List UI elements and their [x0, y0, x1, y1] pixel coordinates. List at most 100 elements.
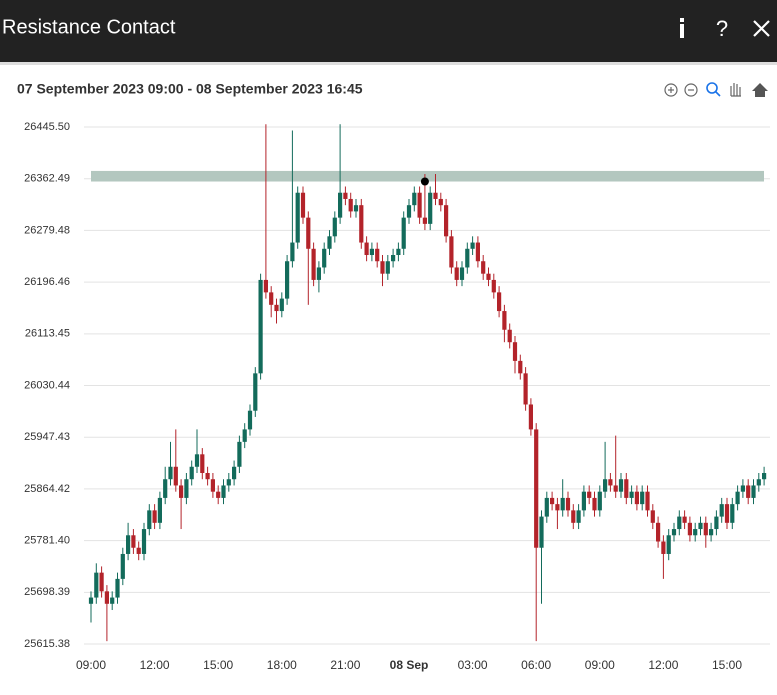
candle-body [618, 479, 624, 492]
candle-body [428, 192, 433, 224]
pan-button[interactable] [730, 83, 741, 97]
candle-body [94, 572, 99, 598]
header-shadow [0, 62, 777, 65]
y-tick-label: 25698.39 [24, 586, 70, 598]
candle-body [640, 491, 645, 505]
candle-body [306, 217, 311, 249]
candle-body [168, 466, 173, 480]
candle-body [751, 485, 756, 498]
candle-body [597, 491, 602, 511]
candle-body [730, 504, 735, 523]
candle-body [629, 491, 634, 498]
candle-body [120, 553, 125, 579]
candle-body [682, 516, 687, 523]
candle-body [465, 248, 470, 268]
candle-body [693, 529, 698, 536]
candle-body [99, 572, 104, 592]
candle-body [724, 504, 730, 523]
x-tick-label: 12:00 [648, 658, 678, 672]
candle-body [322, 248, 327, 268]
candle-body [470, 242, 475, 249]
x-tick-label: 09:00 [585, 658, 615, 672]
candle-body [179, 485, 184, 498]
candle-body [634, 491, 639, 505]
candle-body [391, 255, 396, 262]
candle-body [433, 192, 438, 199]
candle-body [454, 267, 459, 280]
y-tick-label: 25781.40 [24, 535, 70, 547]
contact-marker [420, 177, 429, 186]
candle-body [709, 529, 714, 536]
candle-body [703, 522, 708, 536]
y-tick-label: 26030.44 [24, 379, 70, 391]
candle-body [88, 597, 94, 604]
candle-body [237, 441, 242, 467]
candle-body [380, 261, 385, 274]
candle-body [274, 304, 279, 312]
candle-body [184, 479, 189, 498]
candle-body [608, 479, 613, 486]
candle-body [714, 516, 719, 530]
candle-body [497, 292, 502, 312]
candle-body [359, 205, 364, 243]
candle-body [406, 205, 412, 218]
candle-body [666, 535, 671, 554]
candle-body [565, 497, 571, 511]
candle-body [263, 279, 268, 293]
y-tick-label: 26196.46 [24, 276, 70, 288]
candle-body [173, 466, 178, 486]
zoom-in-button[interactable] [664, 83, 678, 97]
header-title: Resistance Contact [2, 16, 176, 38]
candle-body [486, 273, 491, 280]
candle-body [412, 192, 417, 206]
candle-body [152, 510, 157, 523]
reset-button[interactable] [752, 83, 768, 97]
candle-body [205, 472, 210, 480]
candle-body [438, 198, 443, 206]
candle-body [348, 198, 353, 212]
y-tick-label: 26113.45 [25, 328, 70, 340]
candle-body [396, 248, 401, 256]
candle-body [740, 485, 745, 492]
candle-body [422, 217, 427, 224]
candle-body [449, 236, 454, 268]
candle-body [560, 497, 565, 511]
y-tick-label: 26279.48 [24, 224, 70, 236]
candle-body [115, 578, 120, 598]
zoom-out-button[interactable] [684, 83, 698, 97]
candle-body [200, 454, 205, 473]
candle-body [698, 522, 703, 530]
candle-body [523, 373, 528, 405]
candle-body [253, 373, 258, 411]
candle-body [141, 529, 147, 554]
candle-body [677, 516, 682, 530]
help-button[interactable]: ? [716, 16, 728, 41]
x-tick-label: 09:00 [76, 658, 106, 672]
candle-body [104, 591, 109, 604]
candle-body [369, 248, 374, 256]
y-tick-label: 25947.43 [24, 431, 70, 443]
x-tick-label: 15:00 [203, 658, 233, 672]
candle-body [746, 485, 751, 498]
candle-body [661, 541, 666, 554]
candle-body [539, 516, 544, 548]
info-button[interactable] [680, 18, 684, 38]
x-tick-label: 06:00 [521, 658, 551, 672]
candle-body [163, 479, 168, 498]
candle-body [110, 597, 115, 604]
candle-body [459, 267, 465, 280]
candle-body [475, 242, 480, 262]
candle-body [507, 329, 512, 343]
candle-body [364, 242, 369, 256]
zoom-select-button[interactable] [706, 82, 721, 97]
candle-body [656, 522, 661, 542]
candle-body [343, 192, 348, 199]
y-tick-label: 25615.38 [24, 638, 70, 650]
candle-body [603, 479, 608, 492]
candle-body [232, 466, 237, 480]
candle-body [491, 279, 496, 293]
candle-body [624, 479, 629, 498]
close-button[interactable] [753, 20, 770, 37]
candle-body [417, 192, 422, 218]
candle-body [518, 360, 523, 374]
